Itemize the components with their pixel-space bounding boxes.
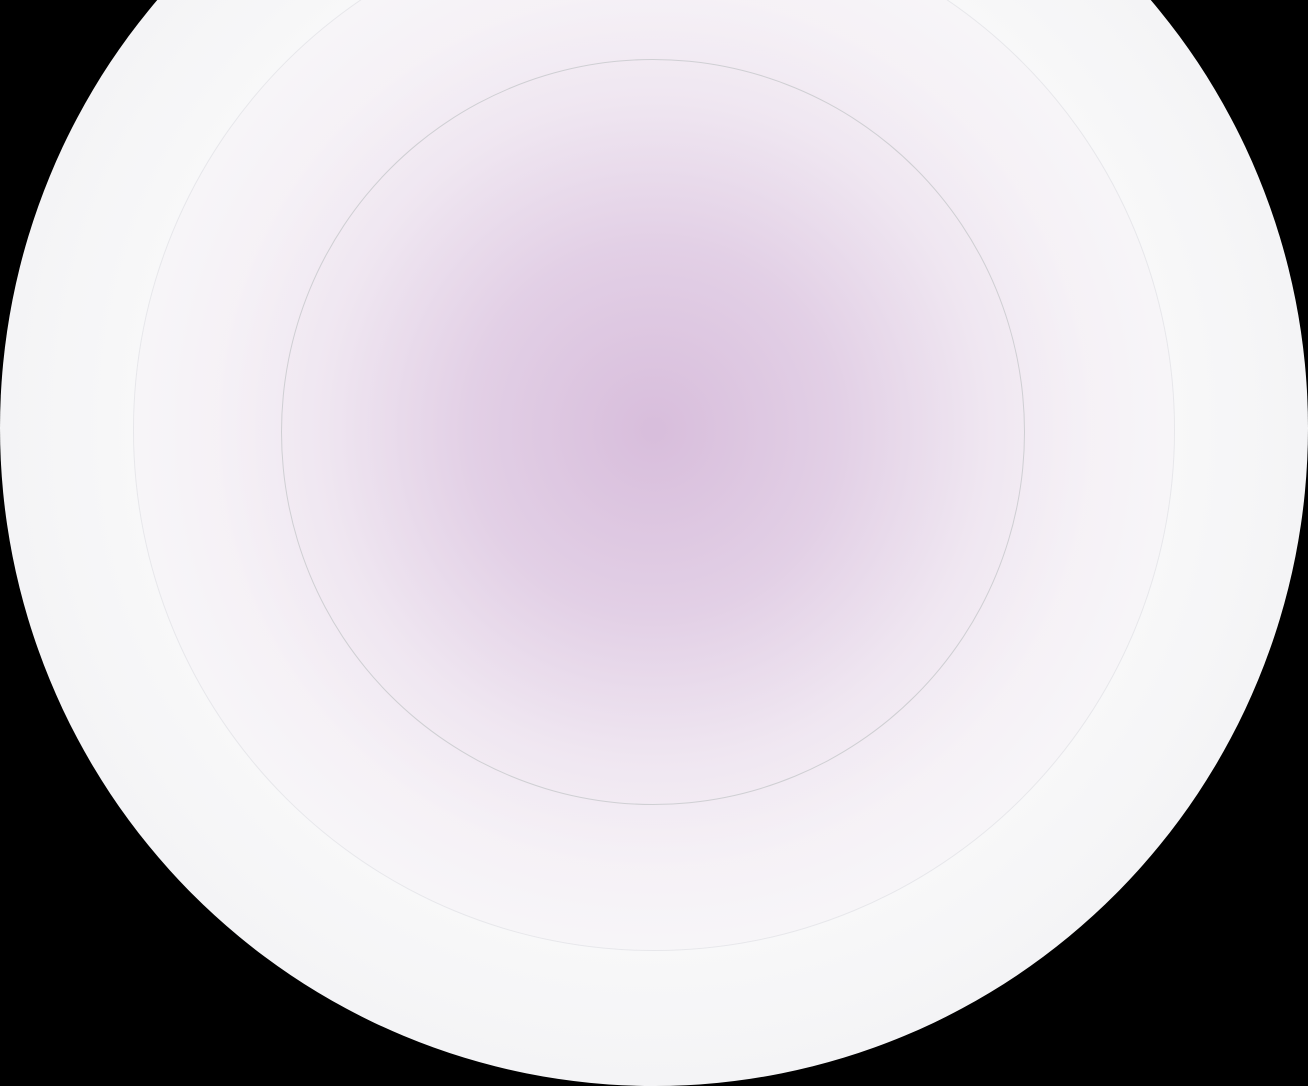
inner-thin-ring xyxy=(281,59,1025,805)
